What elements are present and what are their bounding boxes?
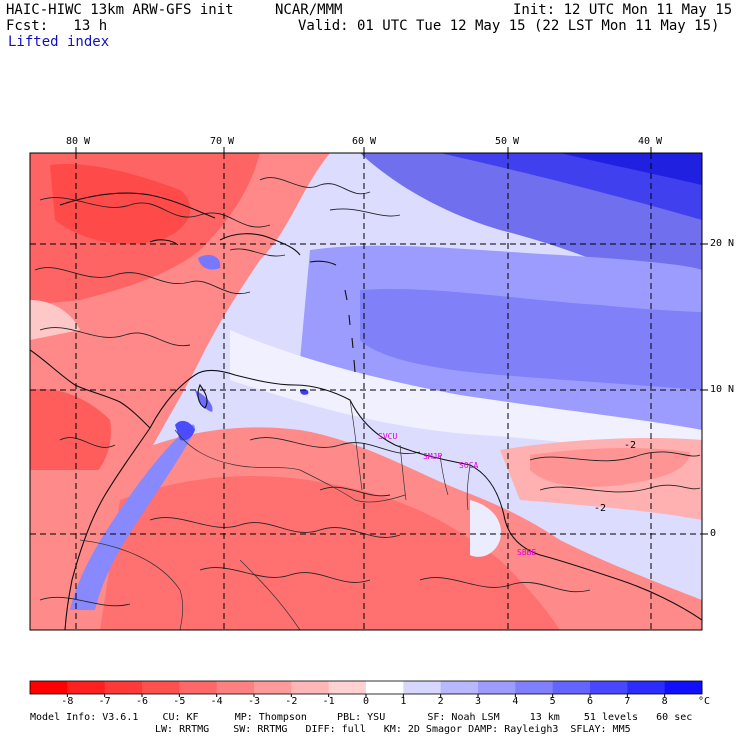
colorbar-tick-label: 7 — [624, 696, 631, 707]
colorbar-tick-label: 5 — [549, 696, 556, 707]
station-label-smjp: SMJP — [423, 452, 443, 461]
model-title: HAIC-HIWC 13km ARW-GFS init — [6, 2, 234, 18]
colorbar-unit: °C — [697, 696, 711, 707]
colorbar-swatch — [142, 681, 180, 694]
colorbar-tick-label: -5 — [173, 696, 186, 707]
contour-label: -2 — [624, 440, 637, 451]
colorbar-swatch — [104, 681, 143, 694]
colorbar-tick-label: 2 — [437, 696, 444, 707]
contour-label: -2 — [594, 503, 607, 514]
colorbar-swatch — [67, 681, 106, 694]
colorbar-swatch — [627, 681, 666, 694]
lon-label-60w: 60 W — [352, 136, 377, 147]
station-label-sbbe: SBBE — [517, 548, 537, 557]
lat-label-20n: 20 N — [710, 238, 735, 249]
colorbar-swatch — [179, 681, 218, 694]
colorbar-tick-label: 4 — [512, 696, 519, 707]
colorbar-swatch — [328, 681, 367, 694]
colorbar-swatch — [254, 681, 292, 694]
colorbar-swatch — [403, 681, 442, 694]
field-name: Lifted index — [8, 34, 110, 50]
model-info-line: Model Info: V3.6.1 CU: KF MP: Thompson P… — [30, 712, 693, 723]
colorbar — [29, 680, 703, 697]
colorbar-tick-label: -1 — [322, 696, 335, 707]
station-label-soca: SOCA — [459, 461, 479, 470]
colorbar-swatch — [440, 681, 479, 694]
lat-label-0: 0 — [710, 528, 717, 539]
lat-label-10n: 10 N — [710, 384, 735, 395]
colorbar-swatch — [478, 681, 516, 694]
physics-info-line: LW: RRTMG SW: RRTMG DIFF: full KM: 2D Sm… — [155, 724, 631, 735]
lon-label-80w: 80 W — [66, 136, 91, 147]
colorbar-tick-label: 0 — [362, 696, 370, 707]
colorbar-tick-label: -8 — [61, 696, 74, 707]
org-label: NCAR/MMM — [275, 2, 343, 18]
colorbar-tick-label: -4 — [210, 696, 223, 707]
colorbar-swatch — [515, 681, 554, 694]
colorbar-swatch — [664, 681, 703, 694]
colorbar-swatch — [366, 681, 404, 694]
colorbar-tick-label: 3 — [474, 696, 482, 707]
lon-label-40w: 40 W — [638, 136, 663, 147]
colorbar-swatch — [30, 681, 68, 694]
colorbar-tick-label: -7 — [98, 696, 111, 707]
colorbar-swatch — [291, 681, 330, 694]
colorbar-tick-label: 1 — [400, 696, 407, 707]
colorbar-swatch — [590, 681, 628, 694]
init-time: Init: 12 UTC Mon 11 May 15 — [513, 2, 733, 18]
colorbar-swatch — [552, 681, 591, 694]
forecast-hour: Fcst: 13 h — [6, 18, 108, 34]
colorbar-tick-label: -3 — [247, 696, 261, 707]
station-label-svcu: SVCU — [378, 432, 398, 441]
colorbar-tick-label: 8 — [661, 696, 668, 707]
colorbar-tick-label: -6 — [135, 696, 149, 707]
colorbar-tick-label: 6 — [586, 696, 594, 707]
lon-label-70w: 70 W — [210, 136, 235, 147]
valid-time: Valid: 01 UTC Tue 12 May 15 (22 LST Mon … — [298, 18, 720, 34]
colorbar-swatch — [216, 681, 255, 694]
colorbar-tick-label: -2 — [285, 696, 298, 707]
lon-label-50w: 50 W — [495, 136, 520, 147]
